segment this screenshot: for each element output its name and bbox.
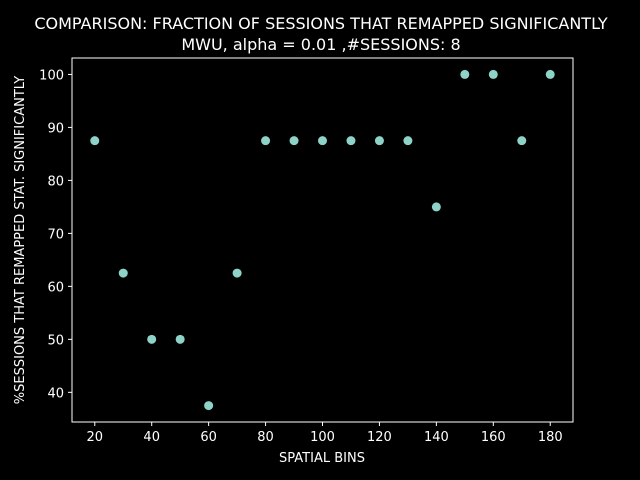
x-tick-label: 60: [200, 430, 217, 445]
data-point: [431, 202, 441, 212]
chart-title: COMPARISON: FRACTION OF SESSIONS THAT RE…: [34, 14, 607, 33]
axes-frame: [71, 57, 574, 423]
data-point: [346, 136, 356, 146]
data-point: [118, 268, 128, 278]
y-tick-label: 100: [39, 68, 64, 83]
chart-subtitle: MWU, alpha = 0.01 ,#SESSIONS: 8: [181, 35, 460, 54]
x-tick-label: 120: [367, 430, 392, 445]
data-point: [403, 136, 413, 146]
x-tick-label: 160: [481, 430, 506, 445]
data-point: [374, 136, 384, 146]
x-tick-label: 80: [257, 430, 274, 445]
data-point: [90, 136, 100, 146]
x-tick-label: 140: [424, 430, 449, 445]
y-tick-label: 40: [47, 386, 64, 401]
y-axis-label: %SESSIONS THAT REMAPPED STAT. SIGNIFICAN…: [13, 76, 28, 404]
data-point: [318, 136, 327, 146]
data-point: [517, 136, 527, 146]
data-point: [488, 69, 498, 79]
data-point: [175, 334, 185, 344]
x-axis-label: SPATIAL BINS: [279, 451, 365, 466]
data-point: [204, 401, 214, 411]
data-point: [289, 136, 299, 146]
data-point: [147, 334, 157, 344]
x-tick-label: 100: [310, 430, 335, 445]
data-point: [261, 136, 271, 146]
data-point: [545, 69, 555, 79]
y-tick-label: 70: [47, 227, 64, 242]
y-tick-label: 50: [47, 333, 64, 348]
data-point: [232, 268, 242, 278]
y-tick-label: 60: [47, 280, 64, 295]
x-tick-label: 40: [143, 430, 160, 445]
y-tick-label: 90: [47, 121, 64, 136]
x-tick-label: 20: [86, 430, 103, 445]
plot-area: 20 40 60 80 100 120 140 160 180 40 50 60 70 80 90 100: [39, 57, 574, 445]
data-point: [460, 69, 470, 79]
x-tick-label: 180: [538, 430, 563, 445]
y-tick-label: 80: [47, 174, 64, 189]
